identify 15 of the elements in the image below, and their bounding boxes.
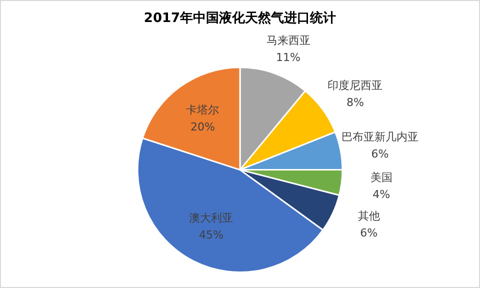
data-label: 4% <box>372 188 390 201</box>
data-label: 6% <box>360 226 378 240</box>
slice-label: 巴布亚新几内亚 <box>341 130 418 144</box>
data-label: 20% <box>190 120 215 134</box>
slice-label: 澳大利亚 <box>189 211 234 224</box>
data-label: 11% <box>276 50 300 64</box>
slice-label: 印度尼西亚 <box>328 79 383 92</box>
slice-label: 马来西亚 <box>266 34 310 47</box>
data-label: 45% <box>198 228 224 242</box>
data-label: 6% <box>371 148 389 161</box>
slice-label: 卡塔尔 <box>186 103 220 116</box>
slice-label: 其他 <box>358 209 380 222</box>
slice-label: 美国 <box>370 170 392 184</box>
data-label: 8% <box>346 96 364 110</box>
chart-title: 2017年中国液化天然气进口统计 <box>144 10 336 26</box>
